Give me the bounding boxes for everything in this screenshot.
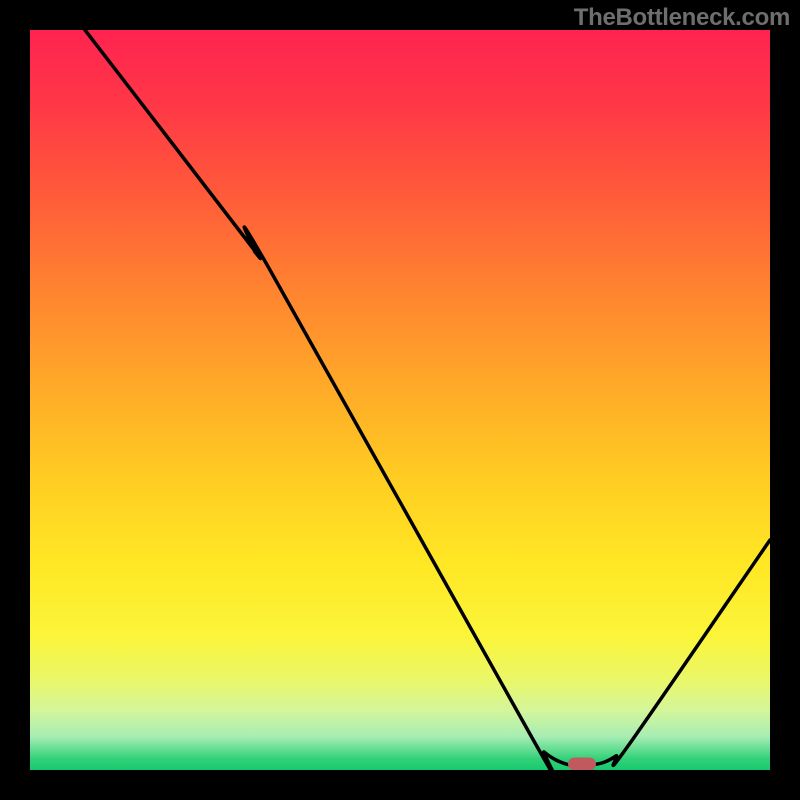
plot-area	[30, 30, 770, 770]
chart-svg	[30, 30, 770, 770]
chart-container: TheBottleneck.com	[0, 0, 800, 800]
optimal-marker	[568, 758, 596, 771]
watermark-label: TheBottleneck.com	[574, 4, 790, 32]
gradient-background	[30, 30, 770, 770]
